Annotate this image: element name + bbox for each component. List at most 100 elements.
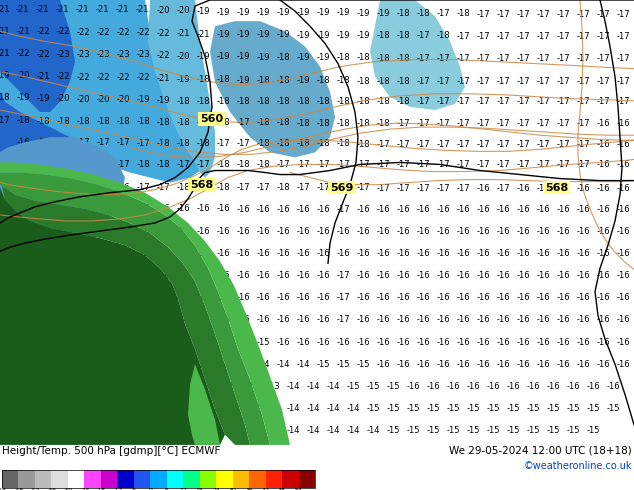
- Bar: [282, 470, 299, 488]
- Text: 0: 0: [148, 489, 152, 490]
- Text: -15: -15: [446, 404, 460, 413]
- Text: -16: -16: [596, 140, 610, 149]
- Text: -17: -17: [496, 119, 510, 127]
- Text: -16: -16: [476, 316, 490, 324]
- Text: -16: -16: [606, 382, 620, 391]
- Text: -17: -17: [516, 32, 530, 41]
- Text: -16: -16: [336, 226, 350, 236]
- Text: -16: -16: [296, 338, 310, 346]
- Text: -17: -17: [416, 98, 430, 106]
- Text: -18: -18: [176, 139, 190, 148]
- Text: -16: -16: [296, 316, 310, 324]
- Text: -16: -16: [356, 271, 370, 280]
- Text: -16: -16: [496, 360, 510, 368]
- Bar: [101, 470, 117, 488]
- Text: -17: -17: [476, 160, 490, 169]
- Text: -16: -16: [446, 382, 460, 391]
- Text: -17: -17: [416, 54, 430, 63]
- Text: -17: -17: [616, 32, 630, 41]
- Text: -18: -18: [236, 98, 250, 106]
- Text: -16: -16: [536, 226, 550, 236]
- Text: -17: -17: [596, 77, 610, 86]
- Text: -17: -17: [316, 160, 330, 169]
- Text: -16: -16: [426, 382, 440, 391]
- Text: We 29-05-2024 12:00 UTC (18+18): We 29-05-2024 12:00 UTC (18+18): [450, 446, 632, 456]
- Text: -20: -20: [96, 96, 110, 104]
- Text: 54: 54: [295, 489, 302, 490]
- Text: -20: -20: [176, 5, 190, 15]
- Text: -16: -16: [336, 338, 350, 346]
- Text: -16: -16: [596, 316, 610, 324]
- Text: -18: -18: [356, 77, 370, 86]
- Text: -18: -18: [396, 77, 410, 86]
- Text: -18: -18: [296, 119, 310, 127]
- Text: -21: -21: [36, 4, 49, 14]
- Text: -13: -13: [176, 338, 190, 346]
- Text: -16: -16: [316, 338, 330, 346]
- Text: -16: -16: [356, 226, 370, 236]
- Text: 569: 569: [330, 183, 353, 193]
- Text: -16: -16: [456, 249, 470, 258]
- Text: -18: -18: [436, 31, 450, 40]
- Text: -16: -16: [216, 293, 230, 302]
- Text: -16: -16: [256, 316, 270, 324]
- Bar: [266, 470, 282, 488]
- Text: -15: -15: [566, 404, 579, 413]
- Text: -16: -16: [596, 293, 610, 302]
- Text: -16: -16: [196, 249, 210, 258]
- Text: -16: -16: [296, 293, 310, 302]
- Bar: [233, 470, 249, 488]
- Text: -17: -17: [176, 160, 190, 169]
- Bar: [299, 470, 315, 488]
- Polygon shape: [0, 177, 225, 445]
- Text: -16: -16: [416, 226, 430, 236]
- Text: -16: -16: [276, 226, 290, 236]
- Text: -16: -16: [586, 382, 600, 391]
- Text: -14: -14: [216, 338, 230, 346]
- Text: -13: -13: [216, 360, 230, 368]
- Text: -16: -16: [236, 316, 250, 324]
- Text: -15: -15: [466, 426, 480, 435]
- Text: -20: -20: [156, 5, 170, 15]
- Bar: [216, 470, 233, 488]
- Text: -16: -16: [566, 382, 580, 391]
- Text: -17: -17: [496, 160, 510, 169]
- Text: -16: -16: [16, 138, 30, 147]
- Polygon shape: [0, 0, 75, 112]
- Text: -15: -15: [116, 249, 130, 258]
- Text: -17: -17: [596, 32, 610, 41]
- Text: -21: -21: [135, 4, 149, 14]
- Text: -17: -17: [376, 140, 390, 149]
- Text: -17: -17: [416, 119, 430, 127]
- Text: -18: -18: [216, 183, 230, 192]
- Text: -30: -30: [63, 489, 73, 490]
- Text: -16: -16: [576, 226, 590, 236]
- Text: -23: -23: [56, 50, 70, 59]
- Text: -17: -17: [436, 160, 450, 169]
- Text: -22: -22: [96, 28, 110, 37]
- Text: 12: 12: [179, 489, 187, 490]
- Text: -16: -16: [396, 249, 410, 258]
- Text: -14: -14: [346, 426, 359, 435]
- Text: -16: -16: [596, 249, 610, 258]
- Text: -17: -17: [396, 184, 410, 193]
- Text: -18: -18: [296, 98, 310, 106]
- Text: -22: -22: [36, 27, 49, 36]
- Text: -16: -16: [536, 338, 550, 346]
- Text: -18: -18: [16, 116, 30, 124]
- Text: -16: -16: [436, 205, 450, 214]
- Text: -17: -17: [336, 316, 350, 324]
- Text: -17: -17: [436, 119, 450, 127]
- Text: -14: -14: [197, 338, 210, 346]
- Text: -17: -17: [576, 98, 590, 106]
- Text: -14: -14: [156, 316, 170, 324]
- Text: -16: -16: [506, 382, 520, 391]
- Text: -13: -13: [266, 404, 280, 413]
- Text: -14: -14: [306, 426, 320, 435]
- Text: -18: -18: [376, 119, 390, 127]
- Text: -16: -16: [336, 249, 350, 258]
- Text: -15: -15: [366, 404, 380, 413]
- Text: -16: -16: [596, 226, 610, 236]
- Text: -17: -17: [476, 32, 490, 41]
- Text: -17: -17: [436, 98, 450, 106]
